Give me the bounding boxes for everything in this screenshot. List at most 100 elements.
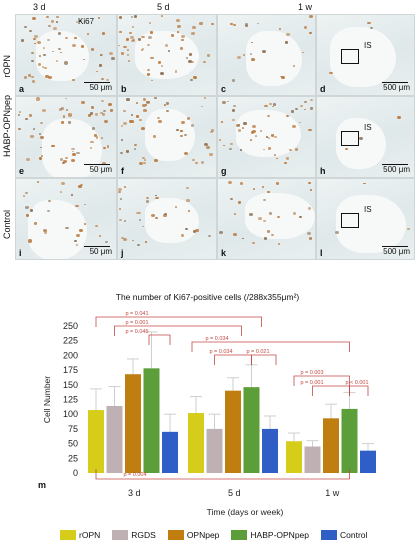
y-tick-label: 125 xyxy=(63,395,78,405)
stained-nucleus xyxy=(307,181,311,185)
stained-nucleus xyxy=(190,78,194,82)
stained-nucleus xyxy=(55,59,59,63)
stained-nucleus xyxy=(55,15,59,18)
stained-nucleus xyxy=(146,43,150,47)
stained-nucleus xyxy=(72,78,75,81)
stained-nucleus xyxy=(104,240,108,244)
stained-nucleus xyxy=(32,17,36,21)
stained-nucleus xyxy=(89,112,94,116)
scale-bar-label: 50 μm xyxy=(89,165,112,174)
row-header-habp-opnpep: HABP-OPNpep xyxy=(2,95,12,158)
stained-nucleus xyxy=(78,228,83,232)
stained-nucleus xyxy=(136,115,140,118)
stained-nucleus xyxy=(99,111,103,115)
stained-nucleus xyxy=(75,204,79,208)
stained-nucleus xyxy=(53,27,58,31)
stained-nucleus xyxy=(103,110,106,113)
stained-nucleus xyxy=(254,134,258,137)
bar-habp-opnpep-5d xyxy=(243,387,260,473)
stained-nucleus xyxy=(134,144,137,147)
scale-bar-label: 500 μm xyxy=(383,247,410,256)
stained-nucleus xyxy=(231,109,236,112)
stained-nucleus xyxy=(185,228,189,231)
stained-nucleus xyxy=(301,51,305,54)
stained-nucleus xyxy=(42,108,46,112)
stained-nucleus xyxy=(191,60,195,64)
stained-nucleus xyxy=(33,37,37,41)
stained-nucleus xyxy=(34,42,37,45)
stained-nucleus xyxy=(30,135,34,139)
legend-label: HABP-OPNpep xyxy=(250,530,310,540)
stained-nucleus xyxy=(363,182,366,185)
stained-nucleus xyxy=(155,194,158,197)
stained-nucleus xyxy=(151,214,156,218)
stained-nucleus xyxy=(137,212,141,215)
scale-bar xyxy=(84,82,110,83)
stained-nucleus xyxy=(89,146,93,149)
stained-nucleus xyxy=(48,76,52,80)
stained-nucleus xyxy=(223,144,226,147)
legend-label: RGDS xyxy=(131,530,156,540)
stained-nucleus xyxy=(183,133,187,137)
stained-nucleus xyxy=(309,32,312,35)
stained-nucleus xyxy=(103,146,107,150)
stained-nucleus xyxy=(118,207,122,210)
stained-nucleus xyxy=(47,25,51,28)
stained-nucleus xyxy=(304,101,307,104)
stained-nucleus xyxy=(187,210,190,212)
stained-nucleus xyxy=(137,243,140,246)
scale-bar xyxy=(382,82,408,83)
stained-nucleus xyxy=(133,15,138,18)
bar-habp-opnpep-3d xyxy=(143,368,160,473)
scale-bar-label: 50 μm xyxy=(89,83,112,92)
bar-control-5d xyxy=(262,428,278,473)
stained-nucleus xyxy=(123,237,128,241)
stained-nucleus xyxy=(64,36,68,40)
stained-nucleus xyxy=(30,59,34,63)
panel-label: l xyxy=(320,248,323,258)
stained-nucleus xyxy=(124,220,127,222)
stained-nucleus xyxy=(17,114,21,116)
panel-label: k xyxy=(221,248,227,258)
stained-nucleus xyxy=(25,157,30,161)
stained-nucleus xyxy=(120,151,124,155)
stained-nucleus xyxy=(245,23,249,26)
stained-nucleus xyxy=(43,228,47,232)
stained-nucleus xyxy=(78,184,82,188)
stained-nucleus xyxy=(80,184,83,187)
stained-nucleus xyxy=(309,15,313,19)
stained-nucleus xyxy=(176,128,179,132)
stain-label: Ki67 xyxy=(78,17,95,26)
stained-nucleus xyxy=(131,239,135,242)
stained-nucleus xyxy=(147,35,152,39)
stained-nucleus xyxy=(298,121,301,124)
stained-nucleus xyxy=(106,145,110,148)
stained-nucleus xyxy=(180,130,183,133)
stained-nucleus xyxy=(279,75,282,78)
stained-nucleus xyxy=(120,125,124,128)
stained-nucleus xyxy=(210,129,215,133)
scale-bar xyxy=(382,164,408,165)
stained-nucleus xyxy=(263,198,266,201)
stained-nucleus xyxy=(101,100,104,103)
y-tick-label: 75 xyxy=(68,424,78,434)
scale-bar xyxy=(84,246,110,247)
stained-nucleus xyxy=(259,130,262,133)
stained-nucleus xyxy=(65,226,69,230)
stained-nucleus xyxy=(42,53,46,57)
stained-nucleus xyxy=(51,144,55,148)
panel-label: j xyxy=(121,248,124,258)
row-header-ropn: rOPN xyxy=(2,55,12,78)
stained-nucleus xyxy=(250,53,253,56)
stained-nucleus xyxy=(218,138,222,141)
stained-nucleus xyxy=(277,215,280,218)
stained-nucleus xyxy=(186,117,191,121)
inset-box xyxy=(341,213,359,228)
stained-nucleus xyxy=(22,194,25,197)
stained-nucleus xyxy=(242,237,245,240)
stained-nucleus xyxy=(285,157,290,160)
stained-nucleus xyxy=(190,124,194,127)
stained-nucleus xyxy=(98,64,103,68)
stained-nucleus xyxy=(18,111,22,114)
stained-nucleus xyxy=(292,65,295,68)
